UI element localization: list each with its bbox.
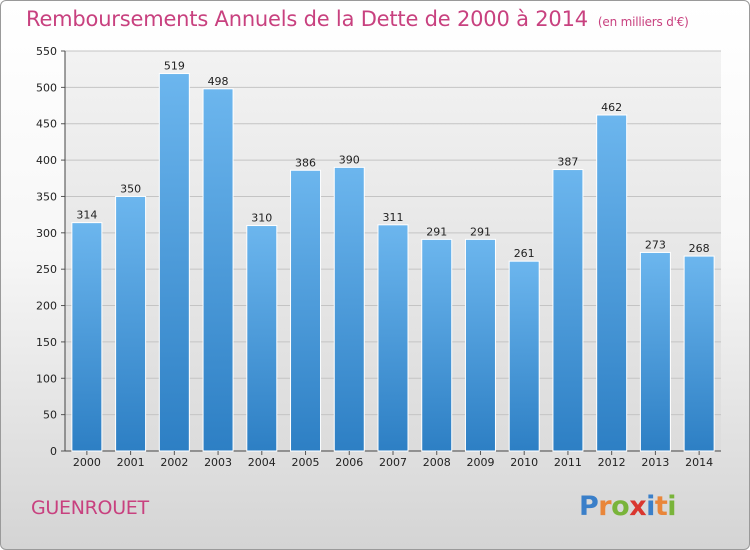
bar-2013 — [639, 251, 671, 452]
data-label-2009: 291 — [470, 225, 491, 238]
commune-name: GUENROUET — [31, 497, 149, 519]
bar-2011 — [552, 169, 584, 452]
y-tick-label: 400 — [36, 154, 57, 167]
data-label-2010: 261 — [514, 247, 535, 260]
bar-2002 — [158, 73, 190, 452]
x-tick-label-2012: 2012 — [598, 456, 626, 469]
logo-letter-2: o — [611, 491, 630, 522]
bar-2000 — [71, 222, 103, 452]
bar-2008 — [421, 238, 453, 452]
data-label-2002: 519 — [164, 60, 185, 73]
x-tick-label-2007: 2007 — [379, 456, 407, 469]
x-tick-label-2011: 2011 — [554, 456, 582, 469]
data-label-2007: 311 — [383, 211, 404, 224]
x-tick-label-2010: 2010 — [510, 456, 538, 469]
y-tick-label: 300 — [36, 227, 57, 240]
x-tick-label-2005: 2005 — [292, 456, 320, 469]
x-tick-label-2001: 2001 — [117, 456, 145, 469]
chart-subtitle: (en milliers d'€) — [597, 15, 689, 29]
y-tick-label: 450 — [36, 118, 57, 131]
chart-title: Remboursements Annuels de la Dette de 20… — [26, 7, 689, 31]
bar-2009 — [464, 238, 496, 452]
data-label-2004: 310 — [251, 212, 272, 225]
x-tick-label-2004: 2004 — [248, 456, 276, 469]
data-label-2013: 273 — [645, 238, 666, 251]
logo-letter-6: i — [667, 491, 677, 522]
data-label-2003: 498 — [208, 75, 229, 88]
y-tick-label: 200 — [36, 300, 57, 313]
bar-2006 — [333, 166, 365, 452]
proxiti-logo: Proxiti — [579, 491, 677, 522]
x-tick-label-2006: 2006 — [335, 456, 363, 469]
chart-title-text: Remboursements Annuels de la Dette de 20… — [26, 7, 588, 31]
y-tick-label: 500 — [36, 81, 57, 94]
x-tick-label-2013: 2013 — [641, 456, 669, 469]
bar-2014 — [683, 255, 715, 452]
data-label-2011: 387 — [557, 156, 578, 169]
data-label-2000: 314 — [76, 209, 97, 222]
data-label-2012: 462 — [601, 101, 622, 114]
logo-letter-1: r — [598, 491, 612, 522]
x-tick-label-2002: 2002 — [160, 456, 188, 469]
bar-2007 — [377, 224, 409, 452]
logo-letter-3: x — [629, 491, 647, 522]
y-tick-label: 50 — [43, 409, 57, 422]
x-tick-label-2008: 2008 — [423, 456, 451, 469]
data-label-2008: 291 — [426, 225, 447, 238]
bar-2004 — [246, 225, 278, 452]
data-label-2014: 268 — [689, 242, 710, 255]
bar-2012 — [596, 114, 628, 452]
x-tick-label-2009: 2009 — [466, 456, 494, 469]
bar-2005 — [290, 169, 322, 452]
y-tick-label: 150 — [36, 336, 57, 349]
logo-letter-4: i — [646, 491, 655, 522]
logo-letter-5: t — [654, 491, 668, 522]
x-tick-label-2000: 2000 — [73, 456, 101, 469]
bar-2010 — [508, 260, 540, 452]
data-label-2006: 390 — [339, 153, 360, 166]
bar-2003 — [202, 88, 234, 452]
y-tick-label: 350 — [36, 190, 57, 203]
x-tick-label-2003: 2003 — [204, 456, 232, 469]
y-tick-label: 100 — [36, 372, 57, 385]
data-label-2001: 350 — [120, 182, 141, 195]
bar-2001 — [115, 195, 147, 452]
x-tick-label-2014: 2014 — [685, 456, 713, 469]
logo-letter-0: P — [579, 491, 599, 522]
data-label-2005: 386 — [295, 156, 316, 169]
y-tick-label: 0 — [50, 445, 57, 458]
y-tick-label: 550 — [36, 45, 57, 58]
y-tick-label: 250 — [36, 263, 57, 276]
